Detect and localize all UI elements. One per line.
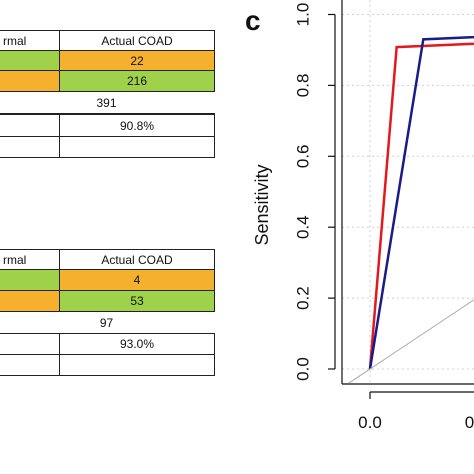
roc-curve-1 — [368, 42, 474, 370]
y-tick-label: 0.6 — [294, 144, 313, 168]
y-tick-label: 0.2 — [294, 286, 313, 310]
y-axis-label: Sensitivity — [252, 164, 272, 245]
empty-right-cell — [59, 354, 215, 376]
total-cell: 391 — [0, 91, 215, 114]
y-tick-label: 0.4 — [294, 215, 313, 239]
y-tick-label: 0.0 — [294, 357, 313, 381]
x-tick-label: 0.0 — [358, 413, 382, 432]
reference-diagonal-line — [348, 299, 474, 384]
roc-curve-2 — [368, 35, 474, 370]
y-tick-label: 0.8 — [294, 74, 313, 98]
x-tick-label: 0.2 — [465, 413, 474, 432]
y-tick-label: 1.0 — [294, 3, 313, 27]
empty-right-cell — [59, 136, 215, 158]
header-coad-cell: Actual COAD — [59, 30, 215, 51]
panel-label: c — [245, 5, 261, 36]
